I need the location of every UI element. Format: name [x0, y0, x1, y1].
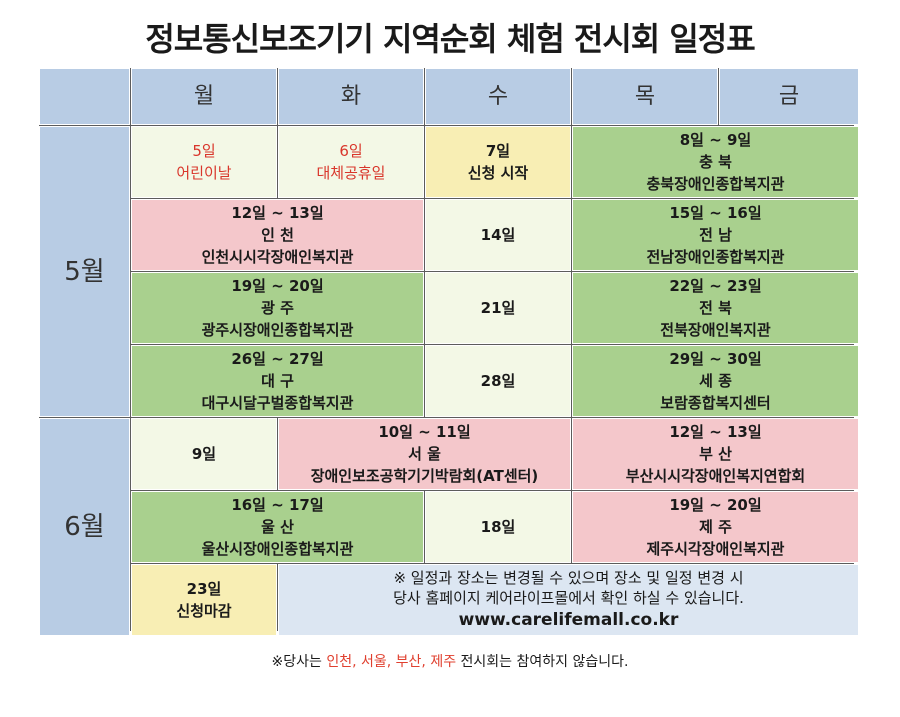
event-venue: 장애인보조공학기기박람회(AT센터) — [310, 467, 539, 485]
event-dates: 12일 ~ 13일 — [669, 423, 762, 441]
event-venue: 울산시장애인종합복지관 — [201, 540, 354, 558]
event-cell-sejong: 29일 ~ 30일 세 종 보람종합복지센터 — [572, 345, 859, 417]
day-number: 21일 — [480, 299, 516, 317]
event-region: 충 북 — [699, 153, 732, 171]
event-cell-seoul: 10일 ~ 11일 서 울 장애인보조공학기기박람회(AT센터) — [278, 418, 571, 490]
event-region: 대 구 — [261, 372, 294, 390]
event-region: 세 종 — [699, 372, 732, 390]
event-cell-gwangju: 19일 ~ 20일 광 주 광주시장애인종합복지관 — [131, 272, 424, 344]
header-corner — [39, 68, 130, 125]
footnote-suffix: 전시회는 참여하지 않습니다. — [456, 654, 629, 670]
event-dates: 26일 ~ 27일 — [231, 350, 324, 368]
day-number: 7일 — [485, 142, 511, 160]
footnote-prefix: ※당사는 — [271, 654, 327, 670]
header-friday: 금 — [719, 68, 859, 125]
event-cell-ulsan: 16일 ~ 17일 울 산 울산시장애인종합복지관 — [131, 491, 424, 563]
event-venue: 부산시시각장애인복지연합회 — [625, 467, 806, 485]
day-number: 18일 — [480, 518, 516, 536]
day-cell-june-23: 23일 신청마감 — [131, 564, 277, 636]
event-venue: 제주시각장애인복지관 — [646, 540, 785, 558]
event-cell-jeonnam: 15일 ~ 16일 전 남 전남장애인종합복지관 — [572, 199, 859, 271]
schedule-table: 월 화 수 목 금 5월 6월 5일 어린이날 6일 대체공휴일 7일 신청 시… — [39, 68, 859, 636]
day-number: 14일 — [480, 226, 516, 244]
day-number: 6일 — [339, 142, 363, 160]
event-dates: 10일 ~ 11일 — [378, 423, 471, 441]
event-dates: 22일 ~ 23일 — [669, 277, 762, 295]
day-number: 23일 — [186, 580, 222, 598]
event-dates: 15일 ~ 16일 — [669, 204, 762, 222]
notice-line-2: 당사 홈페이지 케어라이프몰에서 확인 하실 수 있습니다. — [393, 589, 744, 607]
event-dates: 16일 ~ 17일 — [231, 496, 324, 514]
event-venue: 전남장애인종합복지관 — [646, 248, 785, 266]
event-region: 울 산 — [261, 518, 294, 536]
event-region: 제 주 — [699, 518, 732, 536]
month-label-june: 6월 — [39, 418, 130, 636]
event-cell-jeju: 19일 ~ 20일 제 주 제주시각장애인복지관 — [572, 491, 859, 563]
day-cell-june-9: 9일 — [131, 418, 277, 490]
holiday-note: 어린이날 — [176, 164, 232, 182]
event-dates: 29일 ~ 30일 — [669, 350, 762, 368]
day-cell-may-21: 21일 — [425, 272, 571, 344]
holiday-note: 대체공휴일 — [316, 164, 386, 182]
event-venue: 인천시시각장애인복지관 — [201, 248, 354, 266]
header-monday: 월 — [131, 68, 277, 125]
event-dates: 8일 ~ 9일 — [679, 131, 752, 149]
day-cell-may-28: 28일 — [425, 345, 571, 417]
schedule-notice: ※ 일정과 장소는 변경될 수 있으며 장소 및 일정 변경 시 당사 홈페이지… — [278, 564, 859, 636]
event-dates: 19일 ~ 20일 — [231, 277, 324, 295]
status-note: 신청 시작 — [467, 164, 529, 182]
event-dates: 19일 ~ 20일 — [669, 496, 762, 514]
event-region: 전 북 — [699, 299, 732, 317]
event-venue: 대구시달구벌종합복지관 — [201, 394, 354, 412]
day-number: 9일 — [191, 445, 217, 463]
day-cell-may-14: 14일 — [425, 199, 571, 271]
event-region: 서 울 — [408, 445, 441, 463]
event-venue: 충북장애인종합복지관 — [646, 175, 785, 193]
day-cell-may-5: 5일 어린이날 — [131, 126, 277, 198]
event-cell-jeonbuk: 22일 ~ 23일 전 북 전북장애인복지관 — [572, 272, 859, 344]
header-tuesday: 화 — [278, 68, 424, 125]
event-dates: 12일 ~ 13일 — [231, 204, 324, 222]
status-note: 신청마감 — [176, 602, 232, 620]
event-region: 광 주 — [261, 299, 294, 317]
page-title: 정보통신보조기기 지역순회 체험 전시회 일정표 — [145, 20, 755, 58]
footnote: ※당사는 인천, 서울, 부산, 제주 전시회는 참여하지 않습니다. — [0, 651, 900, 671]
event-cell-busan: 12일 ~ 13일 부 산 부산시시각장애인복지연합회 — [572, 418, 859, 490]
event-region: 인 천 — [261, 226, 294, 244]
day-cell-june-18: 18일 — [425, 491, 571, 563]
event-cell-incheon: 12일 ~ 13일 인 천 인천시시각장애인복지관 — [131, 199, 424, 271]
event-region: 부 산 — [699, 445, 732, 463]
day-number: 28일 — [480, 372, 516, 390]
day-cell-may-6: 6일 대체공휴일 — [278, 126, 424, 198]
notice-line-1: ※ 일정과 장소는 변경될 수 있으며 장소 및 일정 변경 시 — [393, 569, 744, 587]
event-venue: 전북장애인복지관 — [660, 321, 771, 339]
event-venue: 광주시장애인종합복지관 — [201, 321, 354, 339]
event-cell-chungbuk: 8일 ~ 9일 충 북 충북장애인종합복지관 — [572, 126, 859, 198]
website-link[interactable]: www.carelifemall.co.kr — [458, 610, 679, 630]
day-number: 5일 — [192, 142, 216, 160]
header-thursday: 목 — [572, 68, 718, 125]
header-wednesday: 수 — [425, 68, 571, 125]
event-region: 전 남 — [699, 226, 732, 244]
event-venue: 보람종합복지센터 — [660, 394, 771, 412]
event-cell-daegu: 26일 ~ 27일 대 구 대구시달구벌종합복지관 — [131, 345, 424, 417]
day-cell-may-7: 7일 신청 시작 — [425, 126, 571, 198]
month-label-may: 5월 — [39, 126, 130, 417]
footnote-highlight: 인천, 서울, 부산, 제주 — [326, 654, 457, 670]
